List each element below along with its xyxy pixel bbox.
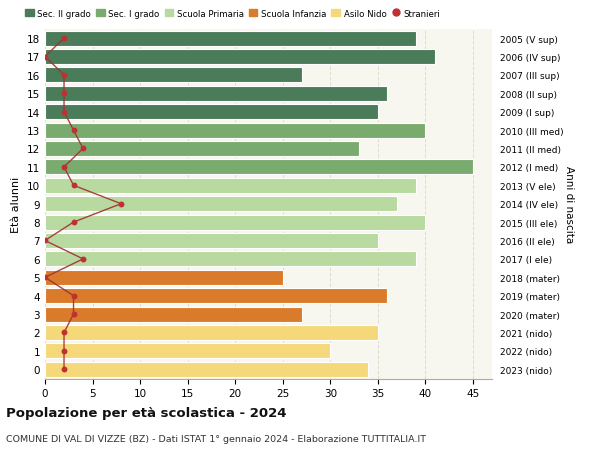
Point	[69, 311, 79, 318]
Bar	[45, 142, 359, 157]
Point	[69, 127, 79, 134]
Bar	[45, 197, 397, 212]
Bar	[45, 105, 378, 120]
Bar	[45, 32, 416, 46]
Bar	[45, 215, 425, 230]
Legend: Sec. II grado, Sec. I grado, Scuola Primaria, Scuola Infanzia, Asilo Nido, Stran: Sec. II grado, Sec. I grado, Scuola Prim…	[22, 6, 444, 22]
Bar	[45, 252, 416, 267]
Y-axis label: Età alunni: Età alunni	[11, 176, 22, 232]
Bar	[45, 234, 378, 248]
Point	[69, 219, 79, 226]
Bar	[45, 50, 435, 65]
Point	[40, 54, 50, 61]
Bar	[45, 307, 302, 322]
Point	[59, 347, 69, 355]
Bar	[45, 123, 425, 138]
Point	[40, 237, 50, 245]
Bar	[45, 289, 388, 303]
Text: Popolazione per età scolastica - 2024: Popolazione per età scolastica - 2024	[6, 406, 287, 419]
Bar	[45, 344, 331, 358]
Bar	[45, 325, 378, 340]
Bar	[45, 68, 302, 83]
Bar	[45, 179, 416, 193]
Point	[40, 274, 50, 281]
Point	[59, 366, 69, 373]
Bar	[45, 270, 283, 285]
Text: COMUNE DI VAL DI VIZZE (BZ) - Dati ISTAT 1° gennaio 2024 - Elaborazione TUTTITAL: COMUNE DI VAL DI VIZZE (BZ) - Dati ISTAT…	[6, 434, 426, 443]
Point	[59, 72, 69, 79]
Bar	[45, 362, 368, 377]
Point	[69, 182, 79, 190]
Y-axis label: Anni di nascita: Anni di nascita	[565, 166, 574, 243]
Point	[78, 146, 88, 153]
Point	[116, 201, 126, 208]
Point	[59, 109, 69, 116]
Point	[59, 35, 69, 43]
Point	[59, 329, 69, 336]
Point	[59, 164, 69, 171]
Point	[78, 256, 88, 263]
Point	[69, 292, 79, 300]
Bar	[45, 160, 473, 175]
Bar	[45, 87, 388, 101]
Point	[59, 90, 69, 98]
